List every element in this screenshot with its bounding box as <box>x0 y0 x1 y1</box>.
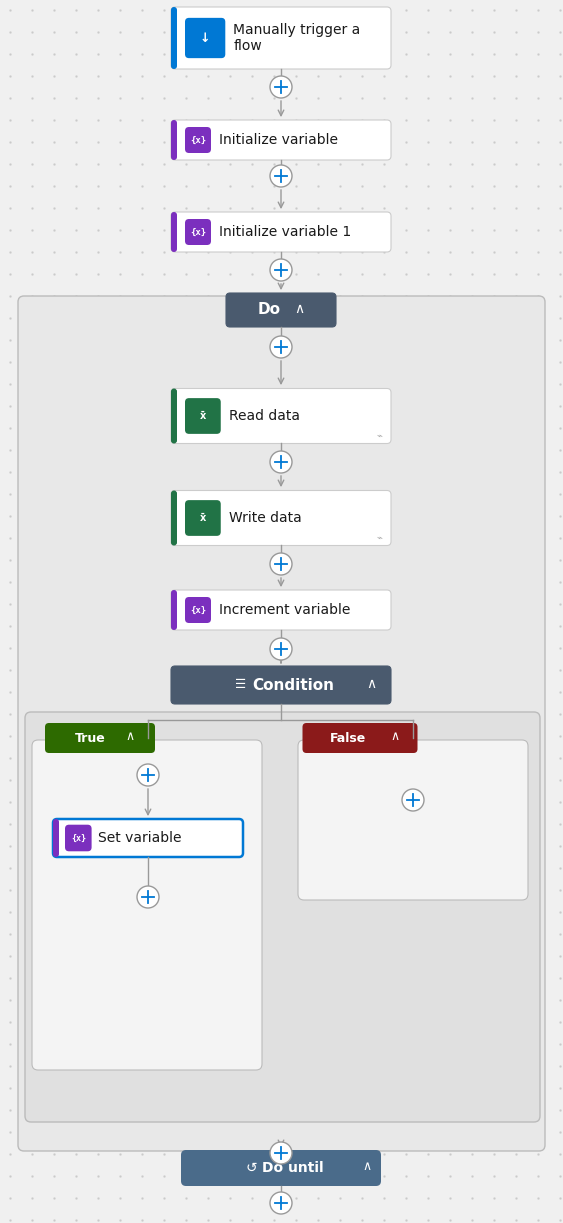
Circle shape <box>270 165 292 187</box>
FancyBboxPatch shape <box>171 490 177 545</box>
FancyBboxPatch shape <box>171 667 391 704</box>
FancyBboxPatch shape <box>171 7 177 68</box>
Circle shape <box>270 76 292 98</box>
Text: True: True <box>75 731 105 745</box>
Circle shape <box>270 1142 292 1164</box>
Circle shape <box>270 336 292 358</box>
Text: Read data: Read data <box>229 408 300 423</box>
FancyBboxPatch shape <box>171 212 391 252</box>
FancyBboxPatch shape <box>53 819 59 857</box>
Circle shape <box>270 1192 292 1214</box>
Text: ⌁: ⌁ <box>376 430 382 440</box>
Text: Increment variable: Increment variable <box>219 603 350 616</box>
Text: ⌁: ⌁ <box>376 532 382 543</box>
Circle shape <box>270 553 292 575</box>
FancyBboxPatch shape <box>171 212 177 252</box>
Text: Initialize variable 1: Initialize variable 1 <box>219 225 351 238</box>
Text: ↺: ↺ <box>245 1161 257 1175</box>
Text: ☰: ☰ <box>235 679 247 691</box>
FancyBboxPatch shape <box>185 399 221 434</box>
FancyBboxPatch shape <box>302 723 418 753</box>
Text: ↓: ↓ <box>200 32 211 44</box>
Text: x̄: x̄ <box>200 512 206 523</box>
FancyBboxPatch shape <box>53 819 243 857</box>
FancyBboxPatch shape <box>171 589 391 630</box>
Circle shape <box>270 638 292 660</box>
Text: ∧: ∧ <box>390 730 400 744</box>
FancyBboxPatch shape <box>181 1150 381 1186</box>
Circle shape <box>270 451 292 473</box>
Text: ∧: ∧ <box>126 730 135 744</box>
FancyBboxPatch shape <box>45 723 155 753</box>
FancyBboxPatch shape <box>65 824 92 851</box>
Text: Do: Do <box>257 302 280 318</box>
Text: {x}: {x} <box>190 605 206 614</box>
FancyBboxPatch shape <box>171 7 391 68</box>
FancyBboxPatch shape <box>185 18 225 59</box>
FancyBboxPatch shape <box>226 294 336 327</box>
Text: {x}: {x} <box>190 227 206 236</box>
Text: False: False <box>330 731 366 745</box>
Text: {x}: {x} <box>190 136 206 144</box>
FancyBboxPatch shape <box>185 219 211 245</box>
Text: ∧: ∧ <box>363 1161 372 1174</box>
FancyBboxPatch shape <box>185 127 211 153</box>
FancyBboxPatch shape <box>171 120 391 160</box>
Text: ∧: ∧ <box>366 678 376 691</box>
FancyBboxPatch shape <box>298 740 528 900</box>
Circle shape <box>137 764 159 786</box>
Text: Manually trigger a
flow: Manually trigger a flow <box>233 23 360 53</box>
Text: ∧: ∧ <box>294 302 304 316</box>
FancyBboxPatch shape <box>185 500 221 536</box>
Circle shape <box>270 259 292 281</box>
Text: Write data: Write data <box>229 511 302 525</box>
Circle shape <box>402 789 424 811</box>
FancyBboxPatch shape <box>32 740 262 1070</box>
Text: Condition: Condition <box>252 678 334 692</box>
FancyBboxPatch shape <box>171 120 177 160</box>
FancyBboxPatch shape <box>171 389 391 444</box>
FancyBboxPatch shape <box>171 389 177 444</box>
Text: Set variable: Set variable <box>97 830 181 845</box>
Text: x̄: x̄ <box>200 411 206 421</box>
Circle shape <box>137 885 159 907</box>
FancyBboxPatch shape <box>185 597 211 623</box>
Text: Initialize variable: Initialize variable <box>219 133 338 147</box>
FancyBboxPatch shape <box>25 712 540 1121</box>
FancyBboxPatch shape <box>171 490 391 545</box>
FancyBboxPatch shape <box>18 296 545 1151</box>
FancyBboxPatch shape <box>171 589 177 630</box>
Text: {x}: {x} <box>71 834 86 843</box>
Text: Do until: Do until <box>262 1161 324 1175</box>
